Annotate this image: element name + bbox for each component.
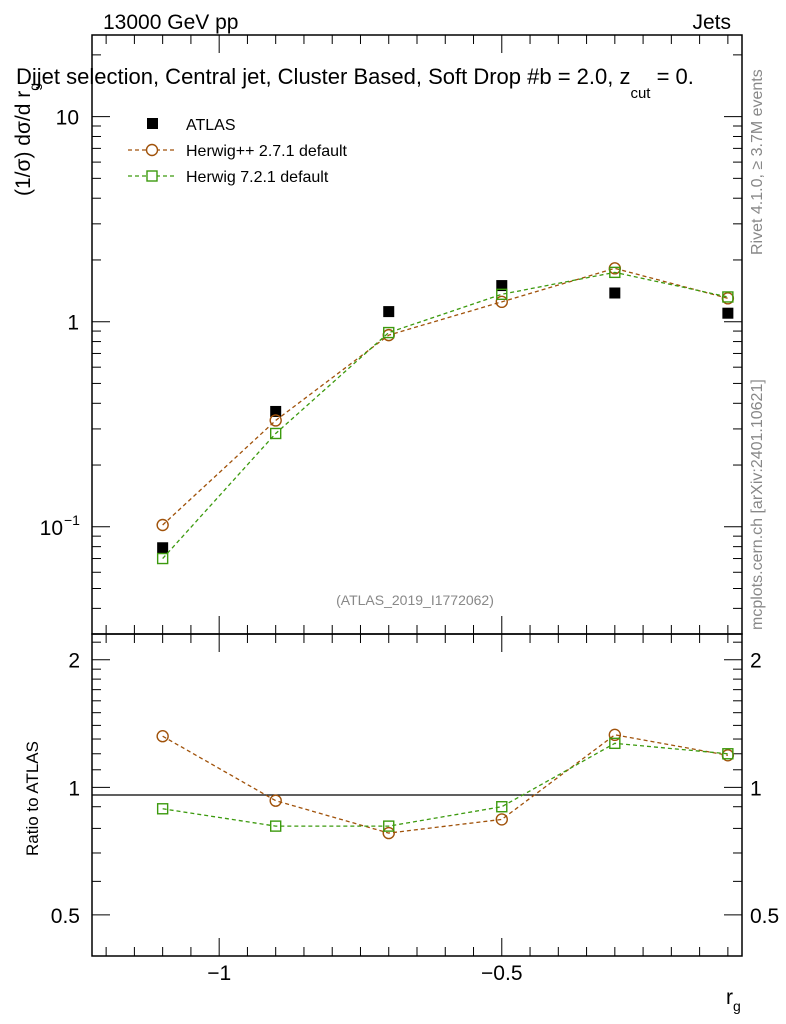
ratio-y-tick-label: 0.5 — [51, 905, 80, 928]
point-atlas — [496, 280, 508, 292]
legend: ATLAS Herwig++ 2.7.1 default Herwig 7.2.… — [128, 117, 348, 186]
main-y-tick-label: 10 — [40, 517, 63, 540]
ratio-line-herwig7 — [162, 742, 728, 827]
main-y-axis-label-main: (1/σ) dσ/d r — [12, 91, 35, 196]
point-atlas — [157, 542, 169, 554]
point-herwigpp — [269, 414, 282, 427]
ratio-y-tick-label-right: 2 — [750, 650, 762, 673]
ratio-y-tick-label-right: 1 — [750, 777, 762, 800]
ratio-point-herwigpp — [495, 813, 508, 826]
x-axis-label-sub: g — [733, 998, 741, 1014]
point-herwig7 — [269, 427, 282, 440]
plot-title-end: = 0. — [650, 64, 693, 89]
legend-label-herwigpp: Herwig++ 2.7.1 default — [186, 143, 348, 160]
ratio-point-herwigpp — [269, 794, 282, 807]
plot-title: Dijet selection, Central jet, Cluster Ba… — [16, 64, 694, 102]
legend-marker-herwig7 — [146, 170, 158, 182]
main-y-tick-label: 10 — [56, 107, 79, 130]
main-y-tick-label: 1 — [67, 312, 79, 335]
ratio-line-herwigpp — [162, 734, 728, 834]
side-text-mcplots: mcplots.cern.ch [arXiv:2401.10621] — [749, 379, 766, 630]
ticks — [92, 35, 742, 957]
x-tick-label: −0.5 — [481, 962, 522, 985]
x-tick-label: −1 — [207, 962, 231, 985]
analysis-watermark: (ATLAS_2019_I1772062) — [336, 592, 494, 608]
point-herwig7 — [496, 288, 508, 301]
ratio-y-tick-label: 1 — [68, 777, 80, 800]
plot-title-sub: cut — [630, 85, 651, 102]
legend-label-atlas: ATLAS — [186, 117, 236, 134]
line-herwigpp — [162, 267, 729, 526]
main-y-tick-exponent: −1 — [64, 512, 80, 528]
ratio-point-herwig7 — [383, 820, 395, 832]
ratio-point-herwigpp — [608, 728, 622, 742]
header-left: 13000 GeV pp — [103, 11, 238, 34]
ratio-point-herwigpp — [382, 826, 395, 840]
ratio-y-axis-label: Ratio to ATLAS — [23, 741, 42, 856]
point-atlas — [270, 405, 282, 417]
ratio-point-herwigpp — [156, 730, 169, 743]
x-axis-label-main: r — [726, 986, 733, 1009]
point-herwig7 — [609, 266, 621, 279]
side-text-rivet: Rivet 4.1.0, ≥ 3.7M events — [749, 69, 766, 255]
ratio-y-tick-label-right: 0.5 — [750, 905, 779, 928]
series-ratio — [156, 728, 735, 840]
ratio-point-herwig7 — [722, 748, 734, 760]
legend-marker-atlas — [147, 118, 158, 129]
x-axis-label: rg — [726, 986, 741, 1014]
line-herwig7 — [162, 271, 729, 559]
ratio-point-herwig7 — [156, 803, 169, 815]
point-herwig7 — [156, 552, 169, 565]
ratio-point-herwig7 — [269, 820, 282, 832]
plot-title-main: Dijet selection, Central jet, Cluster Ba… — [16, 64, 630, 89]
point-herwigpp — [156, 518, 169, 532]
point-herwig7 — [722, 291, 734, 303]
ratio-y-tick-label: 2 — [68, 650, 80, 673]
point-herwigpp — [495, 295, 508, 309]
main-y-axis-label: (1/σ) dσ/d rg — [12, 83, 42, 196]
legend-marker-herwigpp — [145, 143, 159, 157]
legend-label-herwig7: Herwig 7.2.1 default — [186, 169, 329, 186]
point-atlas — [722, 307, 734, 319]
ratio-point-herwig7 — [609, 737, 621, 750]
point-herwig7 — [383, 326, 395, 339]
point-atlas — [383, 306, 395, 318]
ratio-point-herwig7 — [496, 801, 508, 813]
header-right: Jets — [692, 11, 731, 34]
series-main — [156, 262, 735, 565]
point-atlas — [609, 287, 621, 299]
main-y-axis-label-sub: g — [26, 83, 42, 91]
